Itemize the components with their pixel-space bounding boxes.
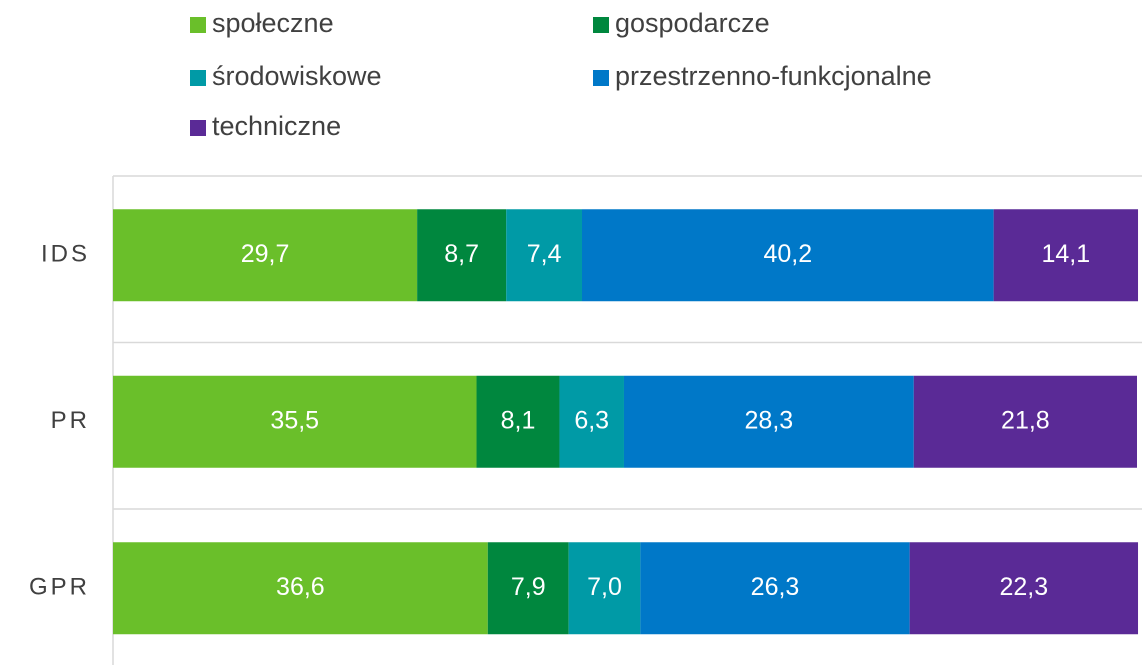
- bar-segment: [417, 209, 507, 302]
- bar-segment: [623, 375, 914, 468]
- data-label: 29,7: [241, 240, 290, 268]
- legend-label: środowiskowe: [212, 61, 382, 91]
- legend-label: społeczne: [212, 8, 334, 38]
- data-label: 35,5: [270, 406, 319, 434]
- data-label: 6,3: [574, 406, 609, 434]
- bar-segment: [476, 375, 560, 468]
- data-label: 22,3: [1000, 573, 1049, 601]
- category-label: PR: [51, 407, 90, 434]
- legend-swatch: [190, 17, 206, 33]
- bar-segment: [506, 209, 582, 302]
- legend-swatch: [190, 120, 206, 136]
- bar-segment: [113, 209, 418, 302]
- category-label: IDS: [41, 241, 90, 268]
- legend-swatch: [593, 17, 609, 33]
- bar-segment: [581, 209, 994, 302]
- data-label: 26,3: [751, 573, 800, 601]
- category-label: GPR: [29, 574, 90, 601]
- data-label: 8,7: [444, 240, 479, 268]
- data-label: 36,6: [276, 573, 325, 601]
- legend-swatch: [593, 70, 609, 86]
- legend-label: techniczne: [212, 111, 341, 141]
- data-label: 28,3: [745, 406, 794, 434]
- bar-segment: [909, 542, 1139, 635]
- plot-area: IDS 29,7 8,7 7,4 40,2 14,1 PR 35,5 8,1 6,3 28,3 21,…: [29, 175, 1142, 665]
- legend-swatch: [190, 70, 206, 86]
- data-label: 7,4: [527, 240, 562, 268]
- legend-label: przestrzenno-funkcjonalne: [615, 61, 932, 91]
- bar-segment: [113, 375, 477, 468]
- legend: społeczne gospodarcze środowiskowe przestrz…: [190, 8, 932, 141]
- bar-segment: [640, 542, 910, 635]
- data-label: 7,9: [511, 573, 546, 601]
- bar-segment: [993, 209, 1139, 302]
- data-label: 14,1: [1041, 240, 1090, 268]
- data-label: 40,2: [763, 240, 812, 268]
- legend-label: gospodarcze: [615, 8, 770, 38]
- bar-segment: [559, 375, 624, 468]
- bar-segment: [568, 542, 641, 635]
- bar-segment: [913, 375, 1137, 468]
- data-label: 7,0: [587, 573, 622, 601]
- data-label: 21,8: [1001, 406, 1050, 434]
- data-label: 8,1: [501, 406, 536, 434]
- bar-segment: [113, 542, 488, 635]
- bar-segment: [487, 542, 569, 635]
